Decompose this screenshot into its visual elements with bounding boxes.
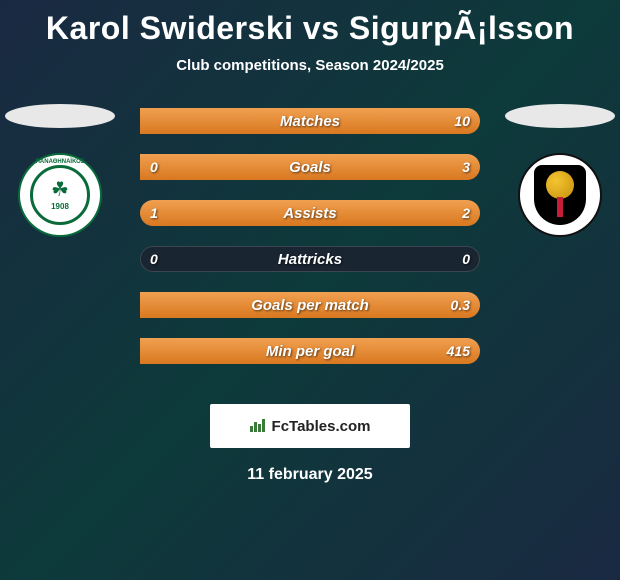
club-text-top: ΠΑΝΑΘΗΝΑΪΚΟΣ bbox=[36, 159, 85, 165]
stripe-icon bbox=[557, 197, 563, 217]
stat-row: 12Assists bbox=[140, 200, 480, 226]
brand-text: FcTables.com bbox=[272, 418, 371, 435]
stat-label: Min per goal bbox=[140, 338, 480, 364]
shield-icon bbox=[534, 165, 586, 225]
stat-label: Goals per match bbox=[140, 292, 480, 318]
brand-badge[interactable]: FcTables.com bbox=[210, 404, 410, 448]
club-founded-year: 1908 bbox=[51, 202, 69, 211]
stat-label: Matches bbox=[140, 108, 480, 134]
stat-row: 03Goals bbox=[140, 154, 480, 180]
player-left-column: ΠΑΝΑΘΗΝΑΪΚΟΣ ☘ 1908 bbox=[0, 104, 120, 237]
snapshot-date: 11 february 2025 bbox=[0, 466, 620, 484]
comparison-panel: ΠΑΝΑΘΗΝΑΪΚΟΣ ☘ 1908 10Matches 03Goals 12As… bbox=[0, 104, 620, 384]
panathinaikos-logo: ΠΑΝΑΘΗΝΑΪΚΟΣ ☘ 1908 bbox=[18, 153, 102, 237]
player-left-placeholder bbox=[5, 104, 115, 128]
stat-row: 415Min per goal bbox=[140, 338, 480, 364]
stat-row: 0.3Goals per match bbox=[140, 292, 480, 318]
stat-label: Hattricks bbox=[140, 246, 480, 272]
clover-icon: ☘ bbox=[51, 180, 69, 200]
stat-bars: 10Matches 03Goals 12Assists 00Hattricks 0.3G… bbox=[140, 104, 480, 364]
stat-label: Goals bbox=[140, 154, 480, 180]
page-subtitle: Club competitions, Season 2024/2025 bbox=[0, 57, 620, 74]
vikingur-logo bbox=[518, 153, 602, 237]
stat-label: Assists bbox=[140, 200, 480, 226]
chart-icon bbox=[250, 418, 266, 435]
stat-row: 10Matches bbox=[140, 108, 480, 134]
player-right-column bbox=[500, 104, 620, 237]
stat-row: 00Hattricks bbox=[140, 246, 480, 272]
ball-icon bbox=[546, 171, 574, 199]
page-title: Karol Swiderski vs SigurpÃ¡lsson bbox=[0, 0, 620, 47]
player-right-placeholder bbox=[505, 104, 615, 128]
